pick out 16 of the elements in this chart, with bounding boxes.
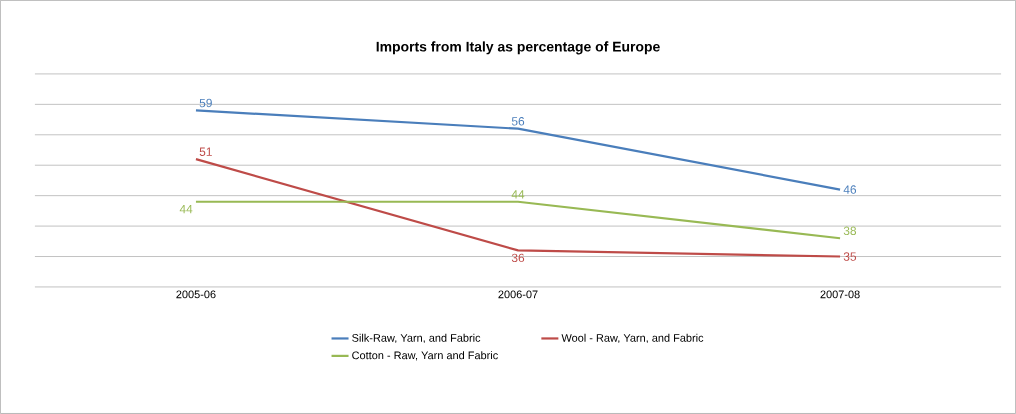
data-label: 36 bbox=[511, 253, 525, 263]
chart-title: Imports from Italy as percentage of Europe bbox=[376, 41, 660, 55]
legend-label: Cotton - Raw, Yarn and Fabric bbox=[352, 351, 498, 361]
data-label: 38 bbox=[843, 226, 857, 236]
x-tick-label: 2007-08 bbox=[820, 290, 860, 299]
data-label: 44 bbox=[179, 205, 193, 214]
data-label: 35 bbox=[843, 252, 857, 261]
data-label: 44 bbox=[511, 190, 525, 199]
data-label: 56 bbox=[511, 117, 525, 126]
legend-label: Silk-Raw, Yarn, and Fabric bbox=[352, 333, 481, 344]
data-label: 51 bbox=[199, 147, 212, 156]
data-label: 59 bbox=[199, 98, 212, 108]
x-tick-label: 2006-07 bbox=[498, 290, 538, 299]
data-label: 46 bbox=[843, 185, 857, 194]
x-tick-label: 2005-06 bbox=[176, 290, 216, 299]
legend-label: Wool - Raw, Yarn, and Fabric bbox=[561, 333, 704, 344]
